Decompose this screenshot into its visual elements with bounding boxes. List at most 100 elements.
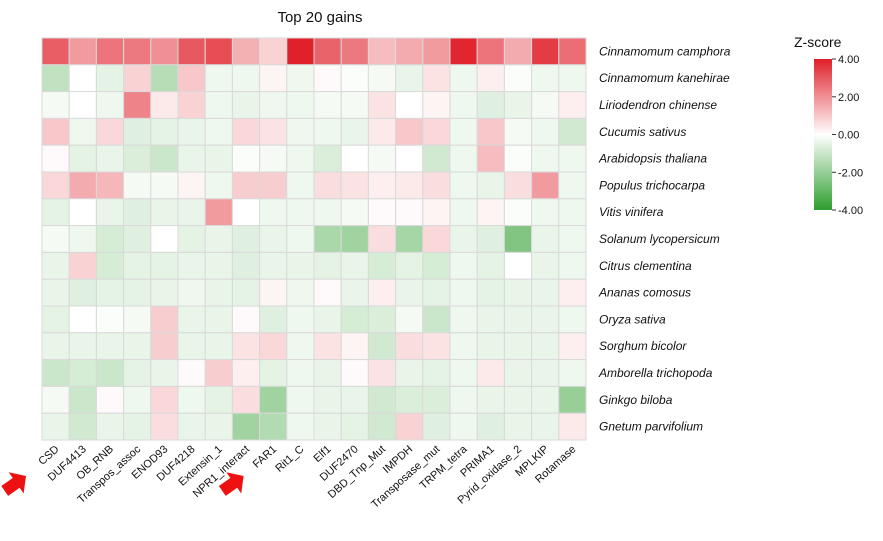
heatmap-cell: [476, 305, 505, 334]
colorbar-tick-label: 0.00: [838, 130, 859, 142]
heatmap-cell: [313, 332, 342, 361]
heatmap-cell: [367, 91, 397, 119]
heatmap-cell: [95, 64, 125, 93]
heatmap-cell: [204, 305, 233, 334]
heatmap-cell: [204, 117, 233, 146]
heatmap-cell: [150, 412, 179, 441]
heatmap-cell: [286, 64, 315, 93]
heatmap-cell: [259, 64, 288, 93]
heatmap-cell: [68, 305, 97, 334]
heatmap-cell: [231, 171, 261, 200]
heatmap-cell: [177, 64, 206, 93]
heatmap-cell: [150, 117, 179, 146]
heatmap-cell: [204, 198, 233, 227]
heatmap-cell: [231, 225, 261, 253]
heatmap-cells: [41, 37, 587, 441]
column-labels: CSDDUF4413OB_RNBTranspos_assocENOD93DUF4…: [36, 443, 578, 511]
right-arrow-icon: [218, 472, 244, 496]
row-label: Populus trichocarpa: [599, 178, 705, 192]
heatmap-cell: [259, 37, 288, 66]
heatmap-cell: [150, 144, 179, 173]
heatmap-cell: [95, 37, 125, 66]
heatmap-cell: [204, 37, 233, 66]
heatmap-cell: [558, 278, 587, 307]
heatmap-cell: [150, 91, 179, 119]
colorbar-title: Z-score: [794, 34, 842, 50]
heatmap-cell: [259, 251, 288, 280]
heatmap-cell: [95, 171, 125, 200]
heatmap-cell: [123, 64, 152, 93]
heatmap-cell: [150, 64, 179, 93]
heatmap-cell: [340, 144, 369, 173]
heatmap-cell: [340, 359, 369, 387]
heatmap-cell: [177, 117, 206, 146]
heatmap-cell: [68, 117, 97, 146]
heatmap-cell: [286, 278, 315, 307]
heatmap-cell: [395, 251, 424, 280]
heatmap-cell: [231, 385, 261, 414]
heatmap-cell: [95, 144, 125, 173]
heatmap-cell: [367, 198, 397, 227]
heatmap-cell: [41, 171, 70, 200]
heatmap-cell: [422, 117, 451, 146]
row-labels: Cinnamomum camphora Cinnamomum kanehirae L…: [598, 44, 731, 433]
heatmap-cell: [558, 359, 587, 387]
row-label: Oryza sativa: [599, 312, 666, 326]
heatmap-cell: [259, 359, 288, 387]
heatmap-cell: [313, 64, 342, 93]
heatmap-cell: [367, 412, 397, 441]
heatmap-cell: [123, 144, 152, 173]
heatmap-cell: [231, 64, 261, 93]
row-label: Vitis vinifera: [599, 205, 664, 219]
heatmap-cell: [531, 385, 560, 414]
heatmap-cell: [395, 332, 424, 361]
row-label: Cucumis sativus: [599, 125, 686, 139]
heatmap-cell: [313, 412, 342, 441]
heatmap-cell: [503, 305, 533, 334]
heatmap-cell: [231, 144, 261, 173]
heatmap-cell: [503, 91, 533, 119]
heatmap-cell: [204, 359, 233, 387]
heatmap-cell: [286, 305, 315, 334]
heatmap-cell: [177, 332, 206, 361]
heatmap-cell: [313, 198, 342, 227]
heatmap-cell: [503, 117, 533, 146]
heatmap-cell: [68, 91, 97, 119]
heatmap-cell: [177, 359, 206, 387]
heatmap-cell: [395, 278, 424, 307]
heatmap-cell: [449, 144, 478, 173]
colorbar-gradient: [814, 59, 832, 210]
colorbar-ticks: 4.00 2.00 0.00 -2.00 -4.00: [832, 54, 863, 217]
heatmap-cell: [422, 144, 451, 173]
heatmap-cell: [367, 305, 397, 334]
heatmap-cell: [476, 117, 505, 146]
heatmap-cell: [123, 332, 152, 361]
heatmap-cell: [204, 171, 233, 200]
highlight-arrows: [1, 472, 244, 496]
heatmap-cell: [531, 198, 560, 227]
heatmap-cell: [449, 332, 478, 361]
heatmap-cell: [41, 385, 70, 414]
right-arrow-icon: [1, 472, 26, 496]
heatmap-cell: [367, 278, 397, 307]
heatmap-cell: [340, 117, 369, 146]
heatmap-cell: [231, 37, 261, 66]
heatmap-cell: [395, 117, 424, 146]
heatmap-cell: [476, 332, 505, 361]
heatmap-cell: [259, 305, 288, 334]
heatmap-cell: [177, 385, 206, 414]
row-label: Amborella trichopoda: [598, 366, 713, 380]
heatmap-cell: [422, 305, 451, 334]
heatmap-cell: [123, 117, 152, 146]
heatmap-cell: [150, 385, 179, 414]
heatmap-cell: [531, 64, 560, 93]
colorbar-tick-label: 4.00: [838, 54, 859, 66]
heatmap-cell: [558, 117, 587, 146]
heatmap-cell: [449, 385, 478, 414]
heatmap-cell: [422, 198, 451, 227]
heatmap-cell: [367, 171, 397, 200]
row-label: Ananas comosus: [598, 286, 691, 300]
heatmap-cell: [41, 117, 70, 146]
heatmap-cell: [123, 359, 152, 387]
heatmap-cell: [367, 37, 397, 66]
